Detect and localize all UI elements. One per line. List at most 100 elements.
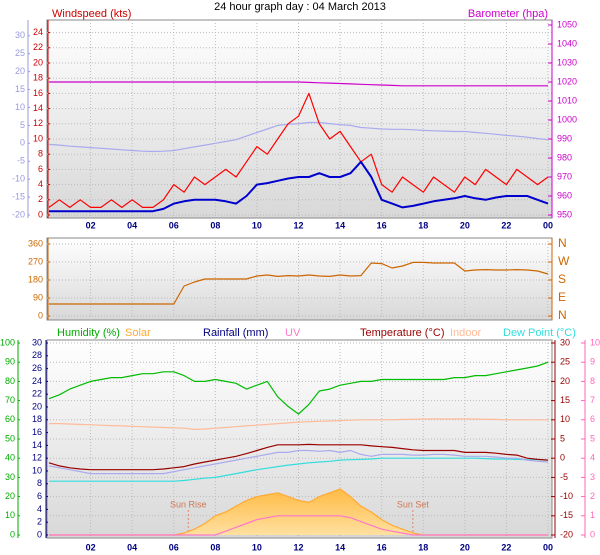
y-tick-label: 10 (33, 133, 43, 143)
y-tick-label: 20 (32, 401, 42, 411)
y-tick-label: 40 (5, 453, 15, 463)
y-tick-label: 1020 (557, 76, 577, 86)
y-tick-label: 9 (590, 357, 595, 367)
annotation: Sun Rise (170, 499, 207, 509)
y-tick-label: 6 (38, 164, 43, 174)
y-tick-label: 28 (32, 350, 42, 360)
series-area (49, 488, 548, 535)
x-tick-label: 14 (335, 542, 345, 552)
y-tick-label: 270 (28, 256, 43, 266)
y-tick-label: 25 (15, 48, 25, 58)
y-tick-label: 950 (557, 209, 572, 219)
x-tick-label: 08 (210, 542, 220, 552)
y-tick-label: 0 (560, 453, 565, 463)
y-tick-label: 990 (557, 133, 572, 143)
y-tick-label: -10 (560, 491, 573, 501)
annotation: Sun Set (397, 499, 430, 509)
y-tick-label: 20 (5, 491, 15, 501)
y-tick-label: 1000 (557, 114, 577, 124)
y-tick-label: -5 (560, 472, 568, 482)
x-tick-label: 14 (335, 220, 345, 230)
y-tick-label: 90 (33, 292, 43, 302)
y-tick-label: 22 (32, 389, 42, 399)
y-tick-label: 10 (5, 510, 15, 520)
y-tick-label: 5 (590, 433, 595, 443)
y-tick-label: 26 (32, 363, 42, 373)
y-tick-label: 8 (38, 149, 43, 159)
y-tick-label: N (558, 308, 567, 322)
y-tick-label: 18 (32, 414, 42, 424)
x-tick-label: 18 (418, 542, 428, 552)
y-tick-label: 1050 (557, 19, 577, 29)
legend-entry: Indoor (450, 327, 482, 339)
x-tick-label: 10 (252, 220, 262, 230)
y-tick-label: 15 (15, 84, 25, 94)
legend-entry: Solar (125, 327, 151, 339)
y-tick-label: 50 (5, 433, 15, 443)
y-tick-label: 30 (15, 30, 25, 40)
y-tick-label: E (558, 290, 566, 304)
y-tick-label: 10 (560, 414, 570, 424)
y-tick-label: 2 (590, 491, 595, 501)
y-tick-label: 20 (15, 66, 25, 76)
x-tick-label: 12 (293, 542, 303, 552)
y-tick-label: W (558, 254, 570, 268)
y-tick-label: 30 (32, 337, 42, 347)
x-tick-label: 20 (460, 220, 470, 230)
x-tick-label: 16 (377, 220, 387, 230)
y-tick-label: 0 (38, 209, 43, 219)
y-tick-label: -15 (12, 191, 25, 201)
x-tick-label: 10 (252, 542, 262, 552)
y-tick-label: 1040 (557, 38, 577, 48)
series-line (48, 92, 549, 208)
x-tick-label: 22 (501, 220, 511, 230)
series-line (48, 361, 549, 415)
y-tick-label: 980 (557, 152, 572, 162)
y-tick-label: 12 (33, 118, 43, 128)
x-tick-label: 00 (543, 220, 553, 230)
axis-title: Humidity (%) (57, 327, 120, 339)
x-tick-label: 08 (210, 220, 220, 230)
series-line (48, 443, 549, 471)
plot-area (46, 19, 553, 219)
y-tick-label: 22 (33, 42, 43, 52)
y-tick-label: 6 (590, 414, 595, 424)
y-tick-label: 960 (557, 190, 572, 200)
axis-title: Temperature (°C) (360, 327, 444, 339)
y-tick-label: 14 (33, 103, 43, 113)
y-tick-label: 5 (560, 433, 565, 443)
y-tick-label: 10 (32, 465, 42, 475)
x-tick-label: 00 (543, 542, 553, 552)
series-line (49, 457, 549, 482)
y-tick-label: 0 (38, 310, 43, 320)
y-tick-label: 100 (0, 337, 15, 347)
y-tick-label: 4 (38, 179, 43, 189)
y-tick-label: 3 (590, 472, 595, 482)
y-tick-label: 2 (38, 194, 43, 204)
y-tick-label: 970 (557, 171, 572, 181)
y-tick-label: 60 (5, 414, 15, 424)
series-line (49, 160, 549, 213)
x-tick-label: 18 (418, 220, 428, 230)
y-tick-label: 30 (560, 337, 570, 347)
axis-title: Rainfall (mm) (203, 327, 268, 339)
y-tick-label: 4 (37, 504, 42, 514)
y-tick-label: 8 (590, 376, 595, 386)
series-line (49, 418, 548, 430)
y-tick-label: 10 (15, 102, 25, 112)
y-tick-label: 6 (37, 491, 42, 501)
y-tick-label: 70 (5, 395, 15, 405)
y-tick-label: 360 (28, 238, 43, 248)
plot-area (46, 237, 553, 321)
legend-entry: UV (285, 327, 301, 339)
y-tick-label: 10 (590, 337, 600, 347)
y-tick-label: 0 (37, 529, 42, 539)
y-tick-label: 25 (560, 357, 570, 367)
x-tick-label: 04 (127, 542, 137, 552)
y-tick-label: 8 (37, 478, 42, 488)
y-tick-label: 1030 (557, 57, 577, 67)
y-tick-label: N (558, 236, 567, 250)
x-tick-label: 16 (377, 542, 387, 552)
y-tick-label: 30 (5, 472, 15, 482)
axis-title: Barometer (hpa) (468, 8, 548, 20)
